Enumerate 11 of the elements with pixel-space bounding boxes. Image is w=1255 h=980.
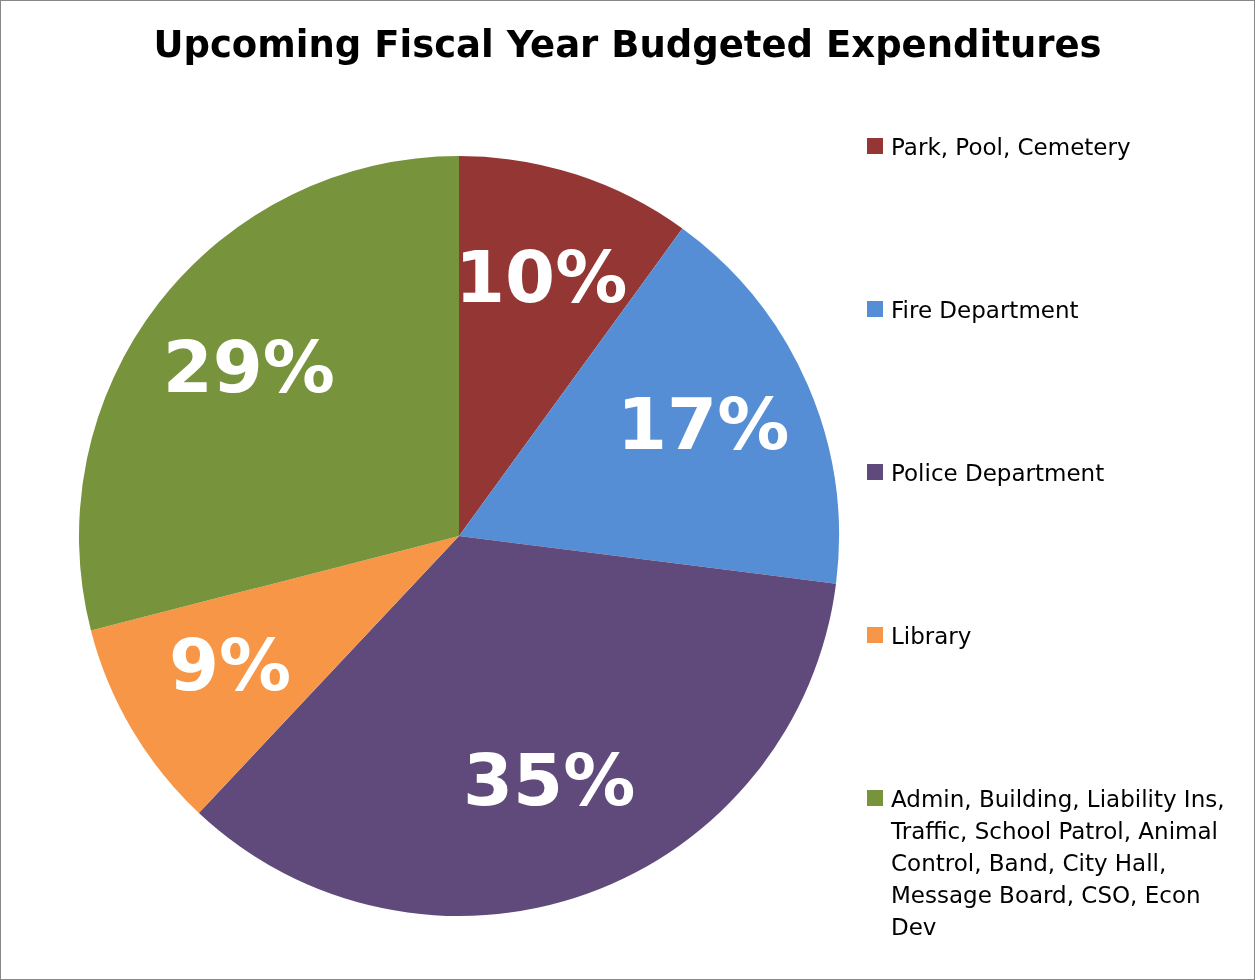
legend-label: Police Department bbox=[891, 459, 1105, 488]
legend-label: Park, Pool, Cemetery bbox=[891, 133, 1131, 162]
data-label: 9% bbox=[168, 623, 292, 708]
data-label: 35% bbox=[462, 737, 636, 822]
chart-title: Upcoming Fiscal Year Budgeted Expenditures bbox=[152, 23, 1103, 66]
legend-label: Library bbox=[891, 622, 972, 651]
data-label: 29% bbox=[162, 324, 335, 409]
legend-label: Admin, Building, Liability Ins, Traffic, School Patrol, Animal Control, Band, City Hall, Message Board, CSO, Econ Dev bbox=[891, 785, 1226, 942]
data-label: 17% bbox=[616, 382, 790, 467]
legend-label: Fire Department bbox=[891, 296, 1079, 325]
data-label: 10% bbox=[455, 234, 628, 319]
